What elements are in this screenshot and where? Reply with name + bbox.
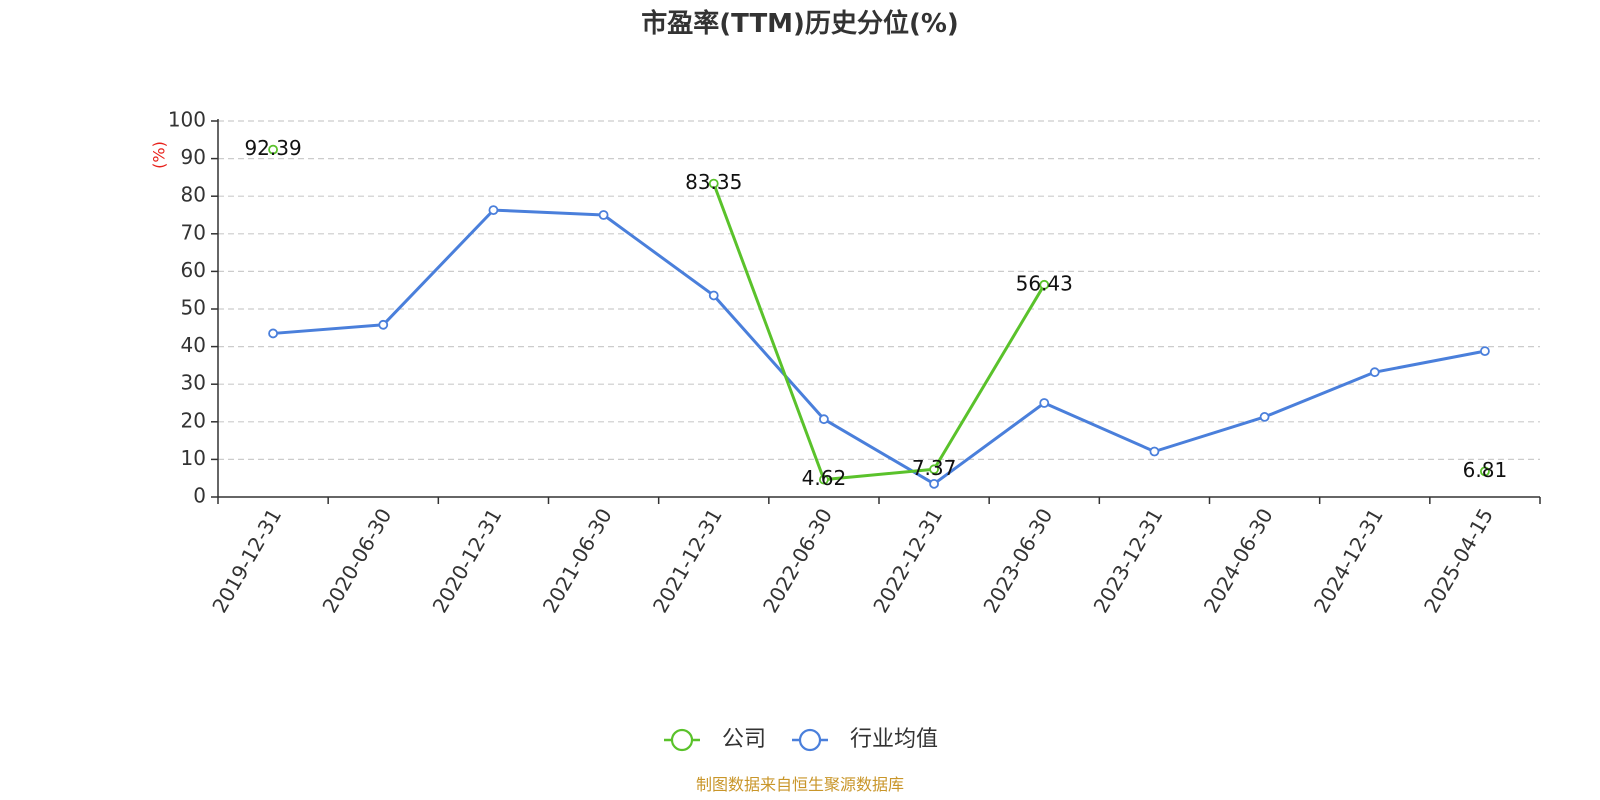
legend-marker — [670, 728, 694, 752]
data-point[interactable] — [819, 474, 829, 485]
data-point[interactable] — [708, 178, 719, 189]
data-point[interactable] — [1039, 398, 1050, 408]
x-tick-label: 2025-04-15 — [1419, 504, 1498, 617]
chart-title: 市盈率(TTM)历史分位(%) — [641, 8, 959, 39]
x-tick-label: 2021-06-30 — [538, 504, 617, 617]
x-tick-label: 2024-06-30 — [1199, 504, 1278, 617]
y-tick-label: 70 — [181, 220, 206, 244]
source-note: 制图数据来自恒生聚源数据库 — [696, 775, 904, 794]
data-point[interactable] — [1039, 279, 1050, 290]
x-tick-label: 2022-06-30 — [758, 504, 837, 617]
series-line-0 — [712, 183, 1046, 482]
x-tick-label: 2024-12-31 — [1309, 504, 1388, 617]
data-point[interactable] — [1480, 346, 1490, 357]
y-tick-label: 90 — [181, 145, 206, 169]
series-group — [268, 144, 1490, 489]
x-tick-label: 2020-12-31 — [428, 504, 507, 617]
x-axis-ticks: 2019-12-31 2020-06-30 2020-12-31 2021-06-30… — [207, 497, 1541, 617]
legend: 公司 行业均值 — [664, 727, 938, 752]
legend-item[interactable]: 行业均值 — [792, 727, 938, 752]
data-point[interactable] — [819, 414, 829, 425]
y-tick-label: 80 — [181, 183, 206, 207]
data-point[interactable] — [1149, 446, 1160, 457]
data-label: 83.35 — [685, 170, 742, 194]
y-tick-label: 40 — [181, 333, 206, 357]
data-point[interactable] — [1369, 367, 1380, 378]
y-tick-label: 50 — [181, 296, 206, 320]
y-tick-label: 0 — [193, 484, 206, 508]
data-label: 92.39 — [244, 136, 301, 160]
axes — [217, 119, 1540, 498]
series-line-1 — [272, 208, 1486, 486]
data-point[interactable] — [929, 478, 939, 489]
legend-label: 公司 — [722, 727, 766, 752]
data-point[interactable] — [268, 144, 278, 155]
y-tick-label: 20 — [181, 408, 206, 432]
data-point[interactable] — [1259, 412, 1270, 422]
legend-marker — [798, 728, 822, 752]
data-point[interactable] — [1480, 466, 1490, 477]
y-tick-label: 100 — [168, 108, 206, 132]
data-label: 6.81 — [1463, 458, 1508, 482]
legend-item[interactable]: 公司 — [664, 727, 766, 752]
y-tick-label: 30 — [181, 371, 206, 395]
data-point[interactable] — [378, 319, 389, 330]
x-tick-label: 2022-12-31 — [868, 504, 947, 617]
data-labels: 92.39 83.35 4.62 7.37 56.43 6.81 — [244, 136, 1507, 490]
x-tick-label: 2021-12-31 — [648, 504, 727, 617]
x-tick-label: 2023-06-30 — [978, 504, 1057, 617]
data-label: 56.43 — [1016, 271, 1073, 295]
data-point[interactable] — [708, 290, 719, 301]
data-point[interactable] — [268, 328, 278, 339]
data-point[interactable] — [488, 205, 499, 216]
y-axis-unit: (%) — [150, 141, 169, 169]
y-tick-label: 60 — [181, 258, 206, 282]
x-tick-label: 2019-12-31 — [207, 504, 286, 617]
data-label: 4.62 — [802, 466, 847, 490]
legend-label: 行业均值 — [850, 727, 938, 752]
x-tick-label: 2020-06-30 — [317, 504, 396, 617]
data-point[interactable] — [929, 464, 939, 475]
x-tick-label: 2023-12-31 — [1089, 504, 1168, 617]
y-tick-label: 10 — [181, 446, 206, 470]
y-axis-ticks: 0 10 20 30 40 50 60 70 80 90 100 — [168, 108, 218, 508]
data-point[interactable] — [598, 210, 609, 220]
grid-lines — [218, 120, 1540, 460]
data-label: 7.37 — [912, 456, 957, 480]
